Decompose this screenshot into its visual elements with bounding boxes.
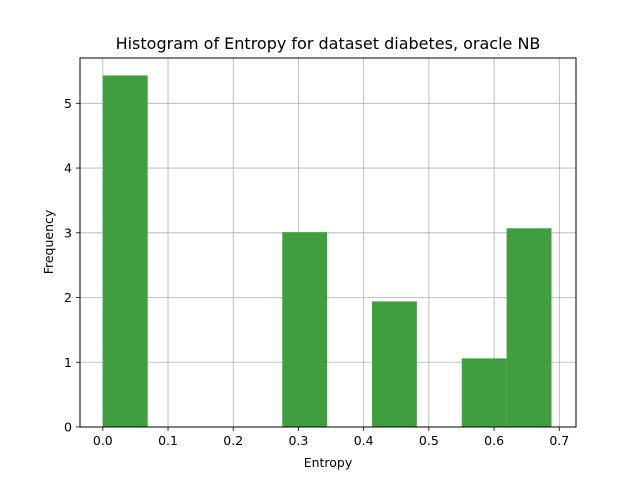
histogram-bar	[102, 75, 148, 428]
x-tick-label: 0.1	[158, 433, 178, 448]
y-tick-label: 2	[64, 290, 72, 305]
y-tick-label: 4	[64, 161, 72, 176]
y-tick-label: 3	[64, 225, 72, 240]
x-tick-label: 0.2	[223, 433, 243, 448]
chart-title: Histogram of Entropy for dataset diabete…	[116, 34, 541, 53]
histogram-bar	[506, 228, 552, 427]
x-tick-label: 0.7	[549, 433, 569, 448]
x-tick-label: 0.5	[419, 433, 439, 448]
ticks: 0.0 0.1 0.2 0.3 0.4 0.5 0.6 0.7 0 1 2 3 4 5	[64, 96, 569, 448]
x-tick-label: 0.3	[289, 433, 309, 448]
x-tick-label: 0.0	[93, 433, 113, 448]
histogram-bar	[372, 301, 417, 427]
bars	[102, 75, 552, 428]
histogram-bar	[282, 232, 328, 427]
y-tick-label: 0	[64, 420, 72, 435]
y-axis-label: Frequency	[41, 209, 56, 274]
y-tick-label: 1	[64, 355, 72, 370]
x-tick-label: 0.6	[484, 433, 504, 448]
x-tick-label: 0.4	[354, 433, 374, 448]
x-axis-label: Entropy	[304, 455, 353, 470]
plot-frame	[79, 57, 577, 428]
histogram-bar	[461, 358, 507, 427]
y-tick-label: 5	[64, 96, 72, 111]
